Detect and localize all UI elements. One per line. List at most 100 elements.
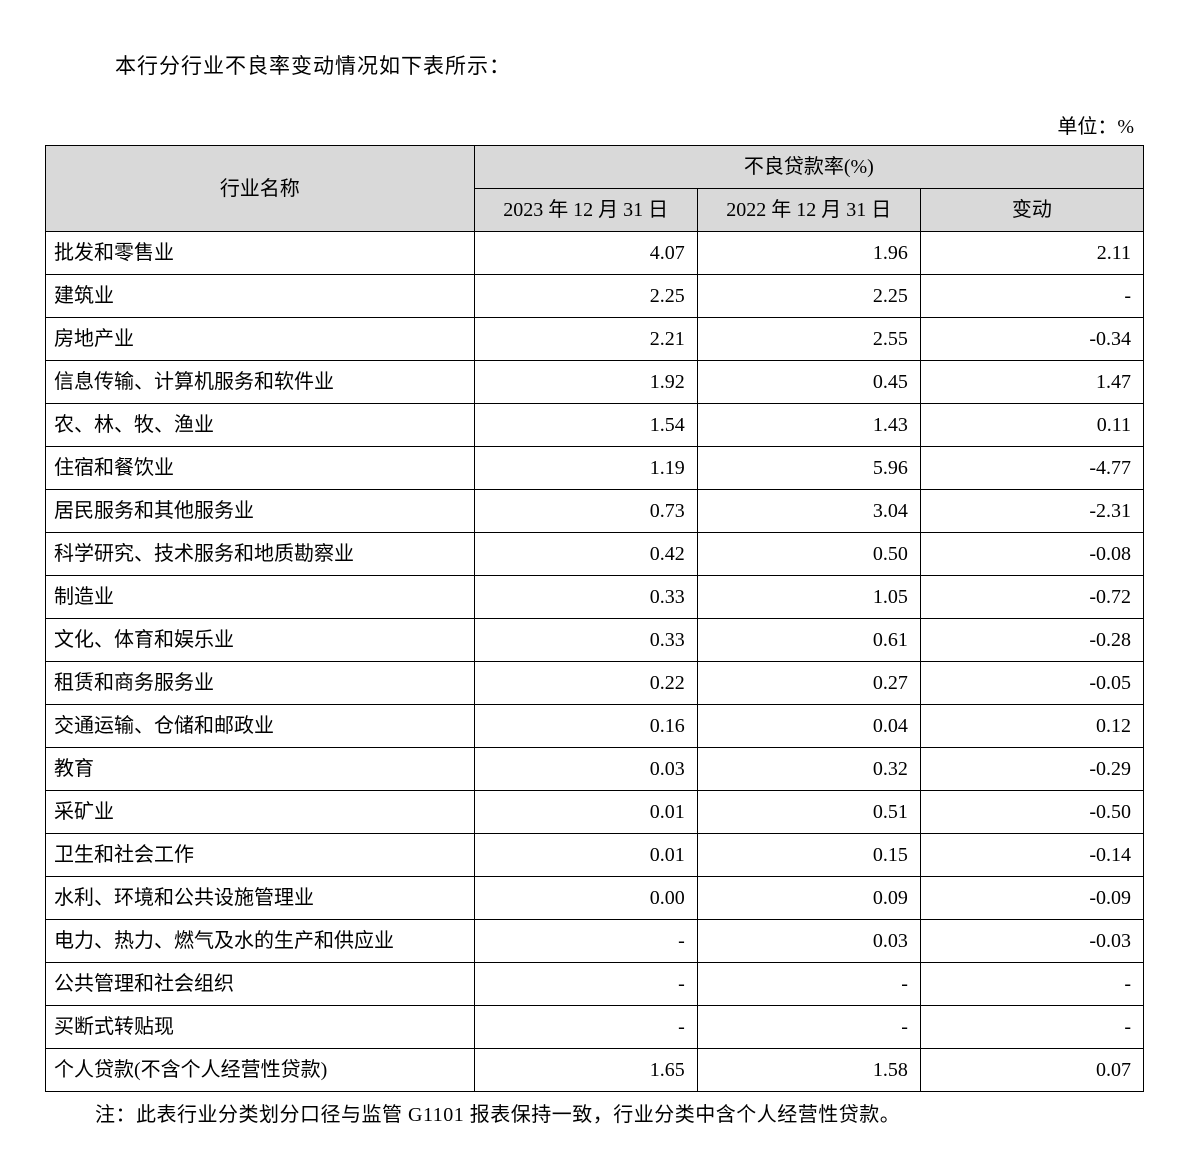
value-cell: 0.07 xyxy=(920,1049,1143,1092)
table-row: 个人贷款(不含个人经营性贷款)1.651.580.07 xyxy=(46,1049,1144,1092)
value-cell: -0.50 xyxy=(920,791,1143,834)
table-row: 交通运输、仓储和邮政业0.160.040.12 xyxy=(46,705,1144,748)
industry-cell: 农、林、牧、渔业 xyxy=(46,404,475,447)
value-cell: 1.92 xyxy=(474,361,697,404)
value-cell: - xyxy=(920,275,1143,318)
table-row: 房地产业2.212.55-0.34 xyxy=(46,318,1144,361)
table-row: 文化、体育和娱乐业0.330.61-0.28 xyxy=(46,619,1144,662)
industry-cell: 公共管理和社会组织 xyxy=(46,963,475,1006)
value-cell: 0.12 xyxy=(920,705,1143,748)
value-cell: 0.42 xyxy=(474,533,697,576)
value-cell: - xyxy=(474,920,697,963)
value-cell: 2.11 xyxy=(920,232,1143,275)
col-header-2022: 2022 年 12 月 31 日 xyxy=(697,189,920,232)
industry-cell: 卫生和社会工作 xyxy=(46,834,475,877)
industry-cell: 交通运输、仓储和邮政业 xyxy=(46,705,475,748)
col-header-change: 变动 xyxy=(920,189,1143,232)
value-cell: -0.29 xyxy=(920,748,1143,791)
col-header-industry: 行业名称 xyxy=(46,146,475,232)
value-cell: 2.25 xyxy=(474,275,697,318)
value-cell: 5.96 xyxy=(697,447,920,490)
value-cell: 4.07 xyxy=(474,232,697,275)
header-row-1: 行业名称 不良贷款率(%) xyxy=(46,146,1144,189)
value-cell: - xyxy=(920,963,1143,1006)
value-cell: 0.32 xyxy=(697,748,920,791)
value-cell: 0.51 xyxy=(697,791,920,834)
value-cell: 0.01 xyxy=(474,834,697,877)
table-row: 电力、热力、燃气及水的生产和供应业-0.03-0.03 xyxy=(46,920,1144,963)
industry-cell: 批发和零售业 xyxy=(46,232,475,275)
industry-cell: 制造业 xyxy=(46,576,475,619)
table-row: 买断式转贴现--- xyxy=(46,1006,1144,1049)
value-cell: -0.03 xyxy=(920,920,1143,963)
value-cell: 0.22 xyxy=(474,662,697,705)
col-header-2023: 2023 年 12 月 31 日 xyxy=(474,189,697,232)
value-cell: 0.27 xyxy=(697,662,920,705)
value-cell: -0.28 xyxy=(920,619,1143,662)
table-row: 租赁和商务服务业0.220.27-0.05 xyxy=(46,662,1144,705)
intro-paragraph: 本行分行业不良率变动情况如下表所示： xyxy=(115,50,1144,80)
industry-cell: 买断式转贴现 xyxy=(46,1006,475,1049)
value-cell: -0.14 xyxy=(920,834,1143,877)
npl-by-industry-table: 行业名称 不良贷款率(%) 2023 年 12 月 31 日 2022 年 12… xyxy=(45,145,1144,1092)
value-cell: 1.54 xyxy=(474,404,697,447)
table-row: 农、林、牧、渔业1.541.430.11 xyxy=(46,404,1144,447)
table-row: 科学研究、技术服务和地质勘察业0.420.50-0.08 xyxy=(46,533,1144,576)
industry-cell: 信息传输、计算机服务和软件业 xyxy=(46,361,475,404)
value-cell: - xyxy=(474,963,697,1006)
industry-cell: 采矿业 xyxy=(46,791,475,834)
value-cell: 0.73 xyxy=(474,490,697,533)
value-cell: 0.03 xyxy=(697,920,920,963)
value-cell: 2.55 xyxy=(697,318,920,361)
value-cell: 0.61 xyxy=(697,619,920,662)
value-cell: 1.96 xyxy=(697,232,920,275)
value-cell: - xyxy=(697,963,920,1006)
industry-cell: 教育 xyxy=(46,748,475,791)
value-cell: 2.25 xyxy=(697,275,920,318)
value-cell: - xyxy=(474,1006,697,1049)
value-cell: 0.01 xyxy=(474,791,697,834)
value-cell: 1.19 xyxy=(474,447,697,490)
table-row: 居民服务和其他服务业0.733.04-2.31 xyxy=(46,490,1144,533)
table-row: 建筑业2.252.25- xyxy=(46,275,1144,318)
value-cell: -0.08 xyxy=(920,533,1143,576)
value-cell: 0.04 xyxy=(697,705,920,748)
table-row: 公共管理和社会组织--- xyxy=(46,963,1144,1006)
value-cell: -0.09 xyxy=(920,877,1143,920)
industry-cell: 居民服务和其他服务业 xyxy=(46,490,475,533)
value-cell: - xyxy=(697,1006,920,1049)
value-cell: 1.43 xyxy=(697,404,920,447)
table-row: 住宿和餐饮业1.195.96-4.77 xyxy=(46,447,1144,490)
value-cell: 0.33 xyxy=(474,576,697,619)
value-cell: 3.04 xyxy=(697,490,920,533)
value-cell: 0.33 xyxy=(474,619,697,662)
table-row: 教育0.030.32-0.29 xyxy=(46,748,1144,791)
industry-cell: 住宿和餐饮业 xyxy=(46,447,475,490)
table-row: 批发和零售业4.071.962.11 xyxy=(46,232,1144,275)
table-row: 信息传输、计算机服务和软件业1.920.451.47 xyxy=(46,361,1144,404)
industry-cell: 文化、体育和娱乐业 xyxy=(46,619,475,662)
table-row: 水利、环境和公共设施管理业0.000.09-0.09 xyxy=(46,877,1144,920)
value-cell: -0.72 xyxy=(920,576,1143,619)
value-cell: 0.15 xyxy=(697,834,920,877)
industry-cell: 水利、环境和公共设施管理业 xyxy=(46,877,475,920)
industry-cell: 建筑业 xyxy=(46,275,475,318)
table-row: 采矿业0.010.51-0.50 xyxy=(46,791,1144,834)
table-row: 卫生和社会工作0.010.15-0.14 xyxy=(46,834,1144,877)
value-cell: -4.77 xyxy=(920,447,1143,490)
value-cell: 0.16 xyxy=(474,705,697,748)
value-cell: 0.00 xyxy=(474,877,697,920)
industry-cell: 科学研究、技术服务和地质勘察业 xyxy=(46,533,475,576)
value-cell: 0.11 xyxy=(920,404,1143,447)
table-body: 批发和零售业4.071.962.11建筑业2.252.25-房地产业2.212.… xyxy=(46,232,1144,1092)
value-cell: 0.03 xyxy=(474,748,697,791)
value-cell: 1.58 xyxy=(697,1049,920,1092)
value-cell: -0.34 xyxy=(920,318,1143,361)
value-cell: 1.65 xyxy=(474,1049,697,1092)
value-cell: 0.09 xyxy=(697,877,920,920)
value-cell: -2.31 xyxy=(920,490,1143,533)
industry-cell: 电力、热力、燃气及水的生产和供应业 xyxy=(46,920,475,963)
value-cell: -0.05 xyxy=(920,662,1143,705)
value-cell: 1.47 xyxy=(920,361,1143,404)
value-cell: 0.45 xyxy=(697,361,920,404)
